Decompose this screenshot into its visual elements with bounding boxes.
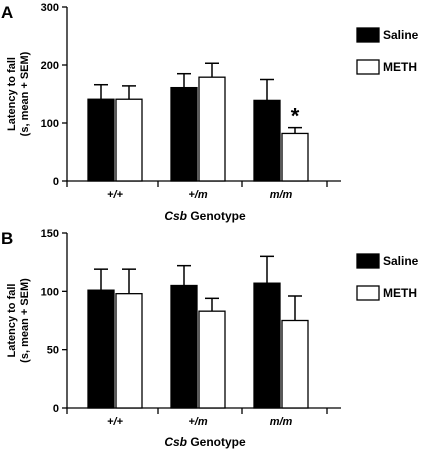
bar-saline-1 bbox=[170, 86, 198, 182]
panel-a: A 0 100 200 300 Latency to fall(s, mean + SEM… bbox=[1, 2, 419, 223]
bar-meth-2 bbox=[281, 319, 309, 409]
x-axis-label-italic: Csb bbox=[164, 435, 187, 449]
category-label: +/+ bbox=[107, 416, 123, 428]
x-axis-label: Csb Genotype bbox=[164, 435, 246, 449]
y-axis-label: Latency to fall(s, mean + SEM) bbox=[6, 51, 31, 136]
y-tick-label: 50 bbox=[47, 345, 59, 357]
y-tick-label: 300 bbox=[41, 2, 59, 14]
legend-swatch-saline bbox=[356, 27, 380, 43]
y-tick-label: 0 bbox=[53, 176, 59, 188]
legend-label-saline: Saline bbox=[383, 254, 419, 268]
y-axis-label-line1: Latency to fall bbox=[6, 284, 18, 358]
y-axis-label-line2: (s, mean + SEM) bbox=[19, 51, 31, 136]
bar-saline-0 bbox=[87, 98, 115, 182]
significance-marker: * bbox=[291, 104, 300, 129]
x-axis-label-rest: Genotype bbox=[187, 209, 246, 223]
bar-meth-0 bbox=[115, 98, 143, 182]
bar-meth-1 bbox=[198, 76, 226, 182]
y-axis-label-line1: Latency to fall bbox=[6, 57, 18, 131]
y-axis-label: Latency to fall(s, mean + SEM) bbox=[6, 278, 31, 363]
legend-swatch-meth bbox=[356, 59, 380, 75]
x-axis-label-rest: Genotype bbox=[187, 435, 246, 449]
category-label: +/+ bbox=[107, 189, 123, 201]
category-label: +/m bbox=[188, 416, 207, 428]
x-axis-label-italic: Csb bbox=[164, 209, 187, 223]
y-tick-label: 150 bbox=[41, 228, 59, 240]
bar-meth-0 bbox=[115, 293, 143, 409]
legend-label-saline: Saline bbox=[383, 28, 419, 42]
y-tick-label: 100 bbox=[41, 286, 59, 298]
legend-swatch-saline bbox=[356, 253, 380, 269]
x-axis-label: Csb Genotype bbox=[164, 209, 246, 223]
legend-label-meth: METH bbox=[383, 60, 417, 74]
y-axis-label-line2: (s, mean + SEM) bbox=[19, 278, 31, 363]
bar-saline-1 bbox=[170, 284, 198, 409]
y-tick-label: 100 bbox=[41, 118, 59, 130]
legend-label-meth: METH bbox=[383, 286, 417, 300]
bar-meth-2 bbox=[281, 132, 309, 182]
panel-label: A bbox=[1, 3, 13, 22]
bar-saline-0 bbox=[87, 289, 115, 409]
legend-swatch-meth bbox=[356, 285, 380, 301]
bar-meth-1 bbox=[198, 310, 226, 409]
bar-saline-2 bbox=[253, 282, 281, 409]
category-label: m/m bbox=[270, 416, 293, 428]
y-tick-label: 200 bbox=[41, 60, 59, 72]
panel-label: B bbox=[1, 229, 13, 248]
bar-saline-2 bbox=[253, 99, 281, 182]
panel-b: B 0 50 100 150 Latency to fall(s, mean + SEM)… bbox=[1, 228, 419, 449]
category-label: m/m bbox=[270, 189, 293, 201]
category-label: +/m bbox=[188, 189, 207, 201]
y-tick-label: 0 bbox=[53, 403, 59, 415]
